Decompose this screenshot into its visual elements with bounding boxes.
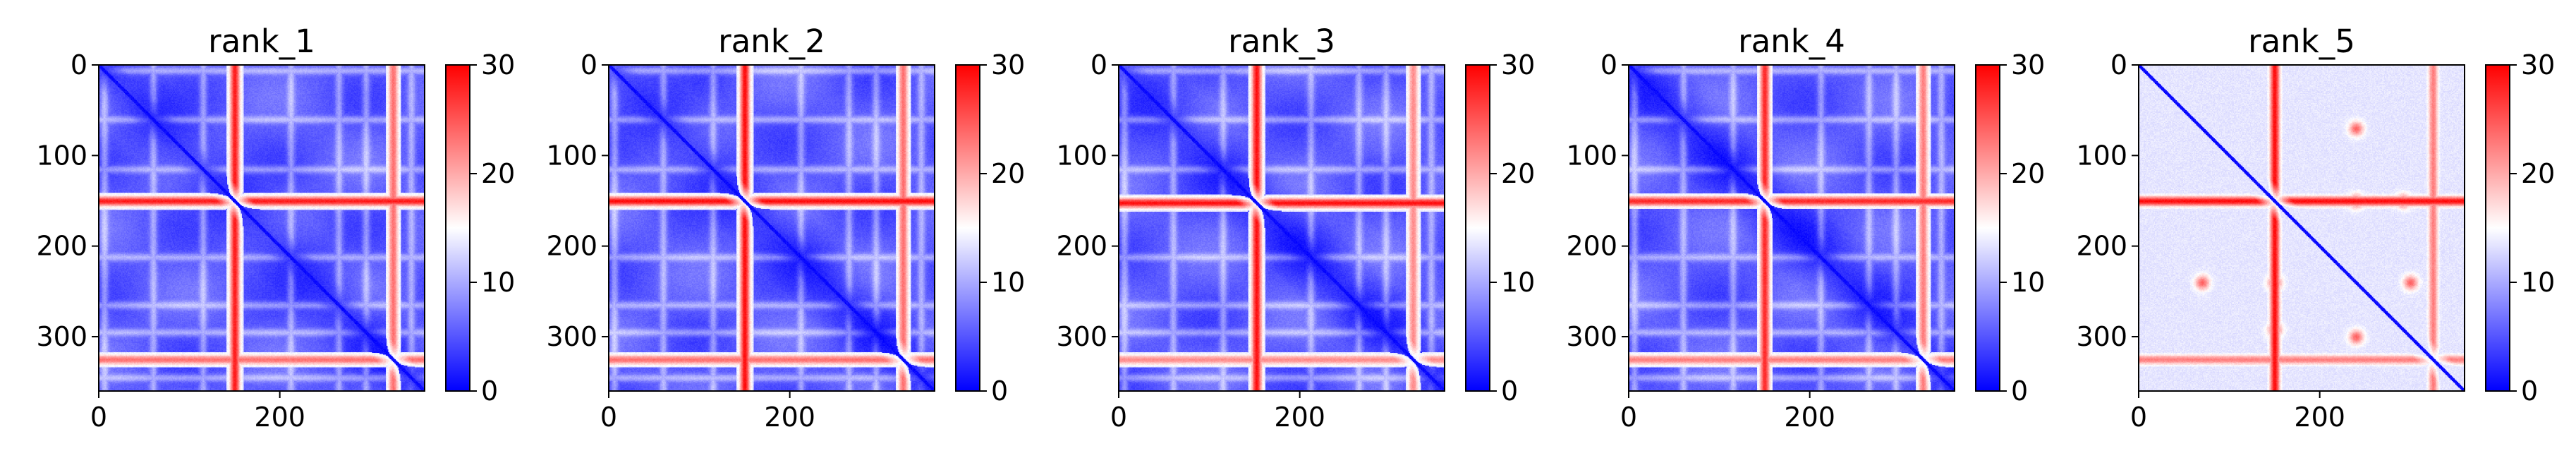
- plot-frame: [1118, 64, 1445, 392]
- colorbar-tick-label: 10: [2011, 267, 2045, 298]
- heatmap-panel-1: rank_1 0 100 200 300 0 200 0 10 20 30: [36, 23, 515, 433]
- colorbar-tick-label: 10: [1501, 267, 1535, 298]
- x-tick-label: 200: [1274, 402, 1325, 433]
- panel-title: rank_2: [718, 23, 825, 60]
- x-tick-label: 0: [600, 402, 617, 433]
- heatmap-panel-2: rank_2 0 100 200 300 0 200 0 10 20 30: [546, 23, 1025, 433]
- heatmap-panel-3: rank_3 0 100 200 300 0 200 0 10 20 30: [1056, 23, 1535, 433]
- colorbar-tick-label: 0: [991, 375, 1008, 407]
- colorbar-tick-label: 30: [1501, 49, 1535, 80]
- y-tick-label: 100: [1566, 140, 1617, 171]
- y-tick-label: 300: [1566, 321, 1617, 352]
- colorbar-tick-label: 30: [991, 49, 1025, 80]
- colorbar-tick-label: 20: [1501, 158, 1535, 189]
- y-tick-label: 200: [1056, 231, 1107, 262]
- colorbar-tick-label: 20: [991, 158, 1025, 189]
- x-tick-label: 0: [1620, 402, 1637, 433]
- heatmap-panel-4: rank_4 0 100 200 300 0 200 0 10 20 30: [1566, 23, 2045, 433]
- plot-frame: [1628, 64, 1955, 392]
- y-tick-label: 200: [2076, 231, 2127, 262]
- colorbar-tick-label: 20: [2521, 158, 2555, 189]
- y-tick-label: 0: [1600, 49, 1617, 80]
- y-tick-label: 0: [581, 49, 597, 80]
- y-tick-label: 200: [36, 231, 87, 262]
- heatmap-image: [2139, 65, 2465, 391]
- colorbar: [1465, 64, 1490, 392]
- x-tick-label: 0: [2130, 402, 2147, 433]
- panel-title: rank_3: [1228, 23, 1335, 60]
- x-tick-label: 0: [90, 402, 107, 433]
- panel-title: rank_1: [208, 23, 315, 60]
- y-tick-label: 100: [36, 140, 87, 171]
- heatmap-image: [99, 65, 425, 391]
- colorbar-tick-label: 30: [2521, 49, 2555, 80]
- colorbar-tick-label: 0: [1501, 375, 1518, 407]
- colorbar: [1975, 64, 2000, 392]
- y-tick-label: 0: [2110, 49, 2127, 80]
- colorbar-tick-label: 20: [2011, 158, 2045, 189]
- y-tick-label: 300: [2076, 321, 2127, 352]
- x-tick-label: 200: [764, 402, 815, 433]
- panel-title: rank_4: [1738, 23, 1845, 60]
- heatmap-image: [1629, 65, 1955, 391]
- colorbar-tick-label: 10: [2521, 267, 2555, 298]
- plot-frame: [608, 64, 935, 392]
- colorbar: [2485, 64, 2510, 392]
- colorbar-tick-label: 10: [481, 267, 515, 298]
- y-tick-label: 300: [546, 321, 597, 352]
- x-tick-label: 200: [1784, 402, 1835, 433]
- colorbar-tick-label: 20: [481, 158, 515, 189]
- y-tick-label: 300: [1056, 321, 1107, 352]
- y-tick-label: 100: [2076, 140, 2127, 171]
- colorbar-tick-label: 10: [991, 267, 1025, 298]
- y-tick-label: 200: [546, 231, 597, 262]
- heatmap-panel-5: rank_5 0 100 200 300 0 200 0 10 20 30: [2076, 23, 2555, 433]
- heatmap-image: [1119, 65, 1445, 391]
- colorbar-tick-label: 0: [481, 375, 498, 407]
- colorbar: [445, 64, 470, 392]
- plot-frame: [2138, 64, 2465, 392]
- colorbar-tick-label: 0: [2011, 375, 2028, 407]
- colorbar-tick-label: 0: [2521, 375, 2538, 407]
- x-tick-label: 200: [254, 402, 305, 433]
- x-tick-label: 0: [1110, 402, 1127, 433]
- y-tick-label: 200: [1566, 231, 1617, 262]
- panel-title: rank_5: [2248, 23, 2355, 60]
- colorbar-tick-label: 30: [481, 49, 515, 80]
- y-tick-label: 0: [71, 49, 87, 80]
- y-tick-label: 0: [1090, 49, 1107, 80]
- y-tick-label: 100: [546, 140, 597, 171]
- y-tick-label: 100: [1056, 140, 1107, 171]
- colorbar: [955, 64, 980, 392]
- x-tick-label: 200: [2294, 402, 2345, 433]
- y-tick-label: 300: [36, 321, 87, 352]
- plot-frame: [98, 64, 425, 392]
- heatmap-image: [609, 65, 935, 391]
- colorbar-tick-label: 30: [2011, 49, 2045, 80]
